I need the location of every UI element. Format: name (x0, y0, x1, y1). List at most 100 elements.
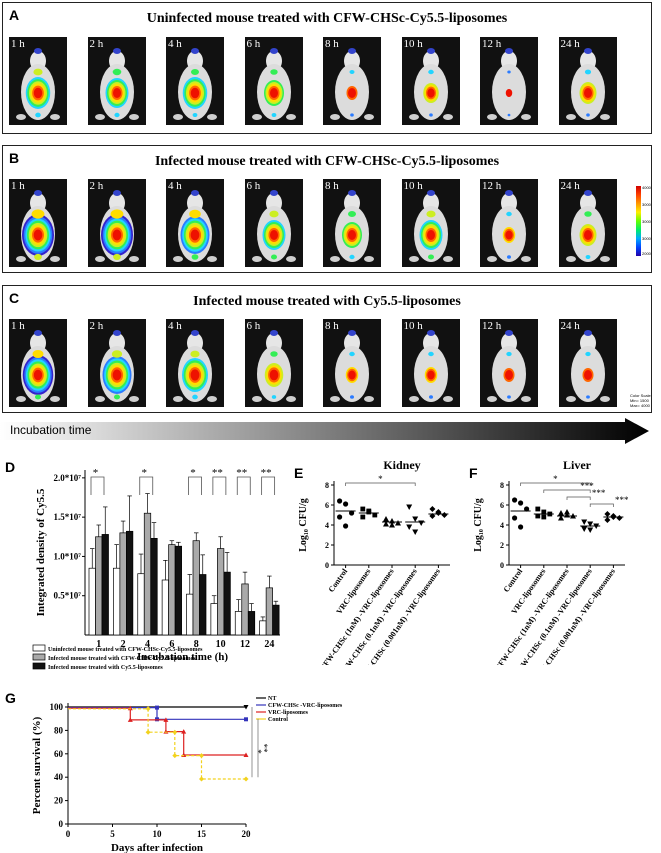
data-point (406, 504, 413, 510)
time-label: 8 h (325, 180, 339, 192)
mouse-image-a-3: 4 h (166, 37, 224, 125)
y-tick-label: 0 (500, 561, 504, 570)
significance-bracket (589, 503, 614, 507)
significance-bracket (543, 489, 591, 493)
data-point (395, 520, 401, 526)
data-point (337, 514, 343, 520)
data-point (199, 753, 204, 759)
mouse-image-a-2: 2 h (87, 37, 146, 125)
bar (168, 544, 176, 636)
bar (223, 571, 231, 636)
mouse-silhouette (16, 48, 60, 120)
bar (186, 593, 194, 636)
data-point (172, 729, 178, 735)
survival-line (68, 707, 246, 720)
mouse-silhouette (330, 190, 374, 262)
time-label: 10 h (403, 320, 423, 332)
mouse-silhouette (173, 330, 217, 402)
time-label: 4 h (168, 180, 182, 192)
data-point (349, 510, 355, 516)
significance-label: * (190, 467, 196, 479)
mouse-silhouette (408, 48, 453, 120)
mouse-silhouette (16, 330, 60, 402)
y-tick-label: 2 (500, 541, 504, 550)
significance-label: *** (580, 481, 594, 491)
significance-bracket (90, 476, 105, 495)
bar (272, 604, 280, 636)
time-label: 12 h (482, 38, 502, 50)
bar (241, 583, 249, 636)
bar (150, 538, 158, 636)
bar (143, 512, 152, 636)
panel-c: C Infected mouse treated with Cy5.5-lipo… (2, 285, 652, 413)
bar (210, 603, 218, 636)
x-tick-label: 5 (110, 829, 115, 839)
chart-d-bar: 0.5*10⁷ 1.0*10⁷ 1.5*10⁷ 2.0*10⁷ Integrated d… (32, 467, 280, 671)
x-tick-label: 10 (153, 829, 163, 839)
mouse-image-c-3: 4 h (166, 319, 224, 407)
time-label: 4 h (168, 38, 182, 50)
legend-swatch (32, 653, 46, 661)
color-scale-tick: 2000 (642, 251, 651, 256)
bar (126, 530, 134, 636)
mouse-silhouette (251, 190, 296, 262)
panel-e-letter: E (294, 465, 304, 481)
mouse-image-b-7: 12 h (480, 179, 538, 267)
significance-label: ** (236, 467, 247, 479)
data-point (412, 529, 419, 535)
time-label: 6 h (246, 320, 261, 332)
mouse-silhouette (94, 190, 139, 262)
x-axis-label: Incubation time (h) (137, 651, 228, 663)
mouse-image-a-7: 12 h (480, 37, 538, 125)
data-point (145, 706, 151, 712)
mouse-image-a-6: 10 h (401, 37, 460, 125)
y-tick-label: 1.5*10⁷ (54, 512, 82, 522)
data-point (343, 501, 349, 507)
time-label: 12 h (482, 320, 502, 332)
mouse-silhouette (487, 190, 531, 262)
data-point (389, 522, 395, 528)
mouse-silhouette (565, 190, 610, 262)
significance-bracket (520, 482, 591, 486)
color-scale: 4000 3000 3000 3000 2000 (636, 186, 651, 271)
data-point (535, 506, 541, 512)
mouse-silhouette (251, 48, 296, 120)
panel-d-letter: D (5, 459, 16, 475)
time-label: 24 h (560, 320, 580, 332)
mouse-silhouette (408, 330, 453, 402)
data-point (581, 519, 588, 525)
time-label: 8 h (325, 38, 339, 50)
mouse-image-b-2: 2 h (87, 179, 146, 267)
panel-b: B Infected mouse treated with CFW-CHSc-C… (2, 145, 652, 273)
x-tick-label: 2 (121, 639, 126, 650)
time-label: 2 h (89, 320, 104, 332)
time-label: 4 h (168, 320, 182, 332)
time-label: 6 h (246, 38, 261, 50)
data-point (604, 511, 611, 517)
mouse-silhouette (408, 190, 453, 262)
bar (234, 611, 243, 636)
bar (259, 620, 267, 636)
y-tick-label: 100 (50, 702, 64, 712)
data-point (243, 705, 249, 710)
mouse-silhouette (251, 330, 296, 402)
bar (247, 611, 256, 636)
time-label: 6 h (246, 180, 261, 192)
x-tick-label: 20 (242, 829, 252, 839)
significance-label: ** (212, 467, 223, 479)
mouse-silhouette (330, 48, 374, 120)
significance-label: ** (259, 743, 269, 753)
panel-f-letter: F (469, 465, 478, 481)
time-label: 1 h (11, 320, 25, 332)
bar (199, 574, 207, 636)
y-axis-label: Log₁₀ CFU/g (473, 498, 484, 552)
panel-a-letter: A (9, 7, 20, 23)
data-point (244, 717, 248, 722)
chart-title: Kidney (383, 458, 420, 472)
y-tick-label: 2.0*10⁷ (54, 473, 82, 483)
bar (101, 534, 109, 636)
mouse-image-c-4: 6 h (244, 319, 303, 407)
data-point (155, 717, 159, 722)
